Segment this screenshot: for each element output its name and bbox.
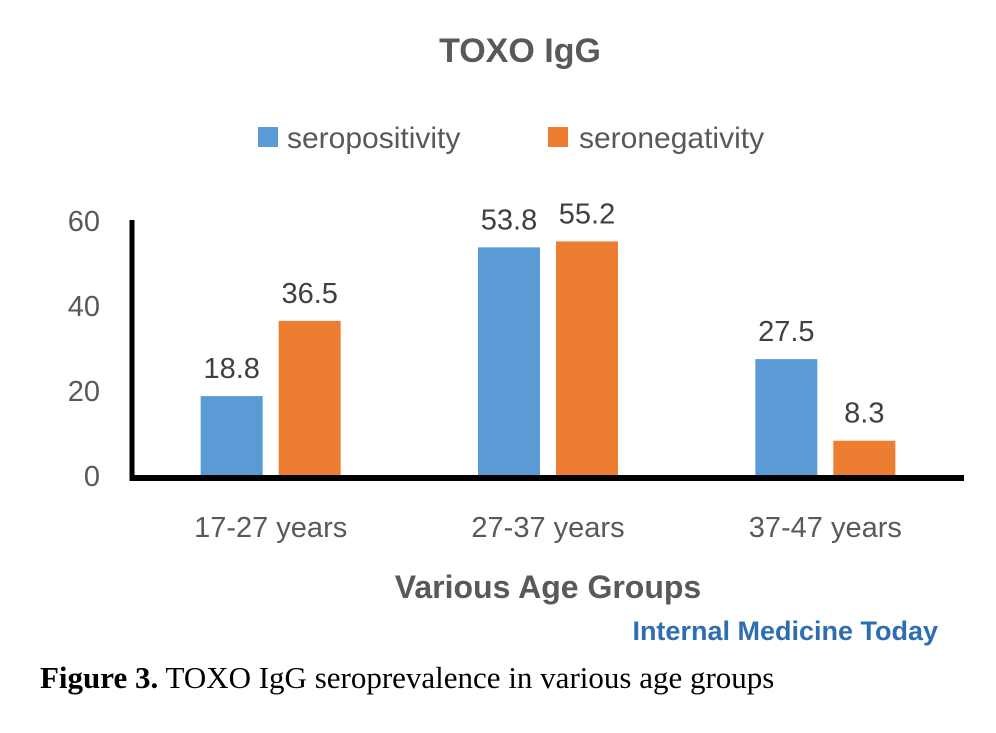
bar-seropositivity-1 <box>478 247 540 476</box>
data-label-seronegativity-1: 55.2 <box>559 198 615 230</box>
category-label-1: 27-37 years <box>471 512 624 544</box>
category-label-0: 17-27 years <box>194 512 347 544</box>
y-tick-label-0: 0 <box>84 461 100 493</box>
legend-swatch-seropositivity <box>258 127 278 147</box>
data-label-seronegativity-2: 8.3 <box>844 398 884 430</box>
y-axis-ticks: 0 20 40 60 <box>68 206 100 493</box>
y-tick-label-20: 20 <box>68 376 100 408</box>
bar-seronegativity-1 <box>556 241 618 476</box>
watermark: Internal Medicine Today <box>632 616 938 646</box>
figure-caption: Figure 3. TOXO IgG seroprevalence in var… <box>40 660 774 696</box>
bar-seronegativity-0 <box>278 320 341 476</box>
data-label-seropositivity-2: 27.5 <box>758 316 814 348</box>
chart-title: TOXO IgG <box>439 32 601 70</box>
x-axis-categories: 17-27 years 27-37 years 37-47 years <box>194 512 902 544</box>
legend-label-seronegativity: seronegativity <box>579 122 764 155</box>
data-label-seropositivity-0: 18.8 <box>203 353 259 385</box>
x-axis-title: Various Age Groups <box>395 569 701 605</box>
y-tick-label-60: 60 <box>68 206 100 238</box>
bar-seropositivity-0 <box>200 396 263 476</box>
legend-label-seropositivity: seropositivity <box>287 122 460 155</box>
data-label-seropositivity-1: 53.8 <box>481 204 537 236</box>
chart: TOXO IgG seropositivity seronegativity 1… <box>68 32 964 605</box>
category-label-2: 37-47 years <box>749 512 902 544</box>
data-label-seronegativity-0: 36.5 <box>281 278 337 310</box>
y-tick-label-40: 40 <box>68 291 100 323</box>
caption-label: Figure 3. <box>40 660 159 695</box>
caption-text: TOXO IgG seroprevalence in various age g… <box>158 660 775 695</box>
bar-seropositivity-2 <box>755 359 818 476</box>
bar-seronegativity-2 <box>833 440 896 476</box>
legend-swatch-seronegativity <box>548 127 568 147</box>
bars: 18.8 36.5 53.8 55.2 27.5 8.3 <box>200 198 896 476</box>
legend: seropositivity seronegativity <box>258 122 764 155</box>
